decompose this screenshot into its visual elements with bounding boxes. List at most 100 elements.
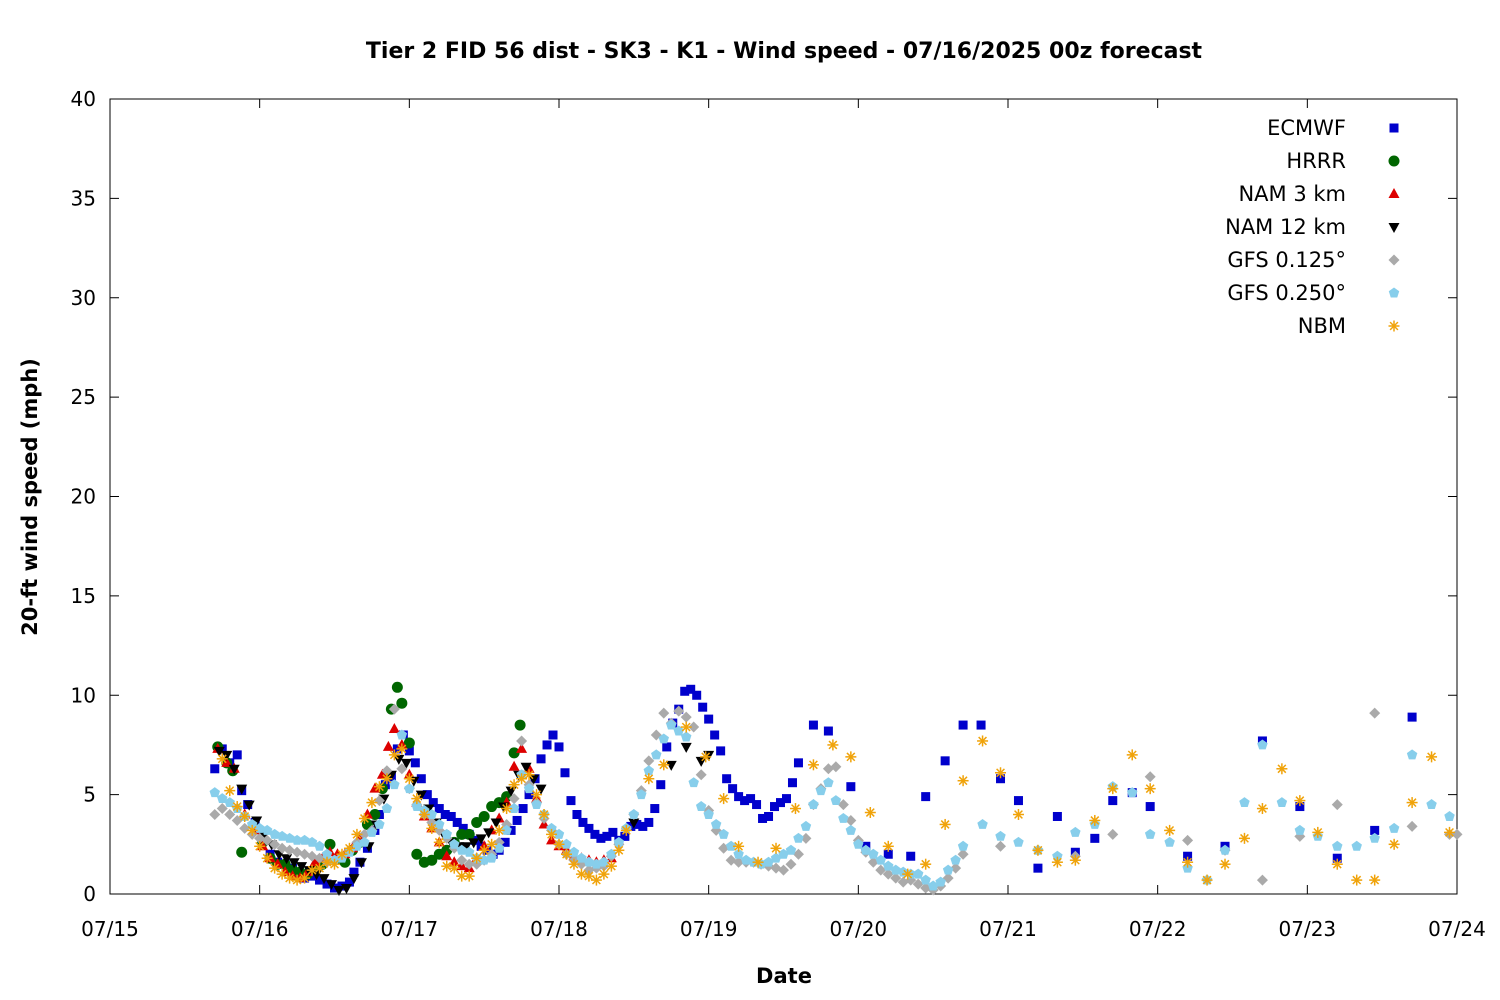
asterisk-stroke bbox=[1052, 857, 1062, 867]
data-point-gfs-0-250 bbox=[920, 874, 931, 885]
asterisk-stroke bbox=[569, 859, 579, 869]
data-point-nam-12-km bbox=[228, 764, 240, 775]
data-point-gfs-0-250 bbox=[838, 812, 849, 823]
asterisk-stroke bbox=[591, 875, 601, 885]
data-point-nbm bbox=[1388, 838, 1400, 850]
data-point-nbm bbox=[284, 872, 296, 884]
data-point-gfs-0-125 bbox=[456, 854, 468, 866]
asterisk-stroke bbox=[644, 774, 654, 784]
data-point-nbm bbox=[902, 868, 914, 880]
data-point-ecmwf bbox=[793, 758, 803, 768]
data-point-nbm bbox=[403, 773, 415, 785]
asterisk-stroke bbox=[921, 859, 931, 869]
asterisk-stroke bbox=[978, 736, 987, 746]
data-point-nbm bbox=[598, 868, 610, 880]
data-point-nbm bbox=[329, 858, 340, 870]
data-point-nbm bbox=[1256, 803, 1268, 815]
data-point-ecmwf bbox=[584, 823, 594, 833]
data-point-gfs-0-250 bbox=[486, 852, 497, 863]
data-point-nam-12-km bbox=[535, 784, 547, 795]
asterisk-stroke bbox=[509, 780, 519, 790]
y-tick-label: 0 bbox=[83, 882, 96, 906]
data-point-nbm bbox=[478, 844, 490, 856]
asterisk-stroke bbox=[322, 857, 332, 867]
data-point-gfs-0-250 bbox=[1257, 739, 1268, 750]
asterisk-stroke bbox=[449, 863, 459, 873]
data-point-nbm bbox=[463, 870, 475, 882]
y-tick-label: 30 bbox=[71, 286, 96, 310]
data-point-gfs-0-125 bbox=[231, 814, 243, 826]
data-point-gfs-0-125 bbox=[1331, 799, 1343, 811]
data-point-nam-12-km bbox=[483, 828, 495, 839]
data-point-gfs-0-250 bbox=[1294, 824, 1306, 835]
asterisk-stroke bbox=[1108, 784, 1118, 794]
data-point-ecmwf bbox=[710, 730, 720, 740]
data-point-ecmwf bbox=[524, 790, 534, 800]
data-point-nbm bbox=[845, 751, 857, 763]
data-point-ecmwf bbox=[1108, 796, 1118, 806]
data-point-ecmwf bbox=[692, 690, 702, 700]
asterisk-stroke bbox=[791, 804, 800, 813]
data-point-nbm bbox=[426, 822, 438, 834]
data-point-nbm bbox=[396, 743, 408, 755]
data-point-hrrr bbox=[396, 697, 408, 709]
data-point-ecmwf bbox=[518, 804, 528, 814]
data-point-gfs-0-250 bbox=[583, 856, 595, 867]
data-point-nbm bbox=[553, 838, 565, 850]
asterisk-stroke bbox=[532, 790, 541, 800]
data-point-nbm bbox=[718, 793, 730, 805]
data-point-ecmwf bbox=[1370, 825, 1380, 835]
data-point-nbm bbox=[620, 824, 632, 836]
x-tick-label: 07/22 bbox=[1129, 917, 1187, 941]
x-axis-label: Date bbox=[756, 964, 812, 988]
data-point-gfs-0-125 bbox=[837, 799, 849, 811]
y-tick-label: 20 bbox=[71, 485, 96, 509]
asterisk-stroke bbox=[330, 859, 339, 869]
data-point-nbm bbox=[239, 810, 251, 822]
data-point-gfs-0-250 bbox=[493, 842, 505, 853]
asterisk-stroke bbox=[865, 808, 875, 817]
asterisk-stroke bbox=[487, 839, 497, 849]
legend-marker-hrrr bbox=[1388, 155, 1400, 167]
legend: ECMWF HRRR NAM 3 km NAM 12 km GFS 0.125° GFS … bbox=[1225, 116, 1400, 338]
data-point-gfs-0-125 bbox=[1107, 828, 1119, 840]
asterisk-stroke bbox=[419, 810, 429, 819]
data-point-gfs-0-250 bbox=[1052, 850, 1063, 861]
data-point-nbm bbox=[1032, 844, 1044, 856]
data-point-ecmwf bbox=[542, 740, 552, 750]
data-point-gfs-0-250 bbox=[883, 860, 894, 871]
data-point-ecmwf bbox=[632, 819, 642, 829]
asterisk-stroke bbox=[464, 871, 474, 881]
data-point-ecmwf bbox=[940, 756, 950, 766]
data-point-gfs-0-250 bbox=[800, 820, 812, 831]
data-point-gfs-0-250 bbox=[1144, 828, 1156, 839]
data-point-nbm bbox=[568, 858, 580, 870]
data-point-nam-3-km bbox=[448, 856, 460, 867]
data-point-gfs-0-250 bbox=[1013, 836, 1024, 847]
asterisk-stroke bbox=[554, 839, 564, 849]
data-point-gfs-0-125 bbox=[957, 848, 969, 860]
data-point-gfs-0-250 bbox=[651, 749, 662, 760]
data-point-nbm bbox=[733, 840, 745, 852]
data-point-ecmwf bbox=[976, 720, 986, 730]
data-point-nbm bbox=[1406, 797, 1418, 809]
asterisk-stroke bbox=[846, 752, 856, 762]
data-point-nbm bbox=[605, 860, 617, 872]
data-point-ecmwf bbox=[422, 790, 432, 800]
x-tick-label: 07/16 bbox=[231, 917, 289, 941]
data-point-gfs-0-250 bbox=[381, 803, 393, 813]
data-point-gfs-0-250 bbox=[606, 848, 617, 859]
y-tick-label: 15 bbox=[71, 584, 96, 608]
data-point-gfs-0-250 bbox=[501, 824, 512, 835]
data-point-nbm bbox=[493, 824, 505, 836]
data-point-ecmwf bbox=[1052, 811, 1062, 821]
data-point-gfs-0-125 bbox=[643, 755, 655, 767]
data-point-gfs-0-250 bbox=[426, 809, 438, 819]
data-point-nbm bbox=[358, 812, 370, 824]
data-point-gfs-0-250 bbox=[224, 797, 235, 808]
data-point-ecmwf bbox=[752, 800, 762, 810]
data-point-hrrr bbox=[403, 737, 415, 749]
asterisk-stroke bbox=[1090, 816, 1100, 825]
data-point-gfs-0-250 bbox=[733, 848, 744, 859]
data-point-gfs-0-125 bbox=[792, 848, 804, 860]
